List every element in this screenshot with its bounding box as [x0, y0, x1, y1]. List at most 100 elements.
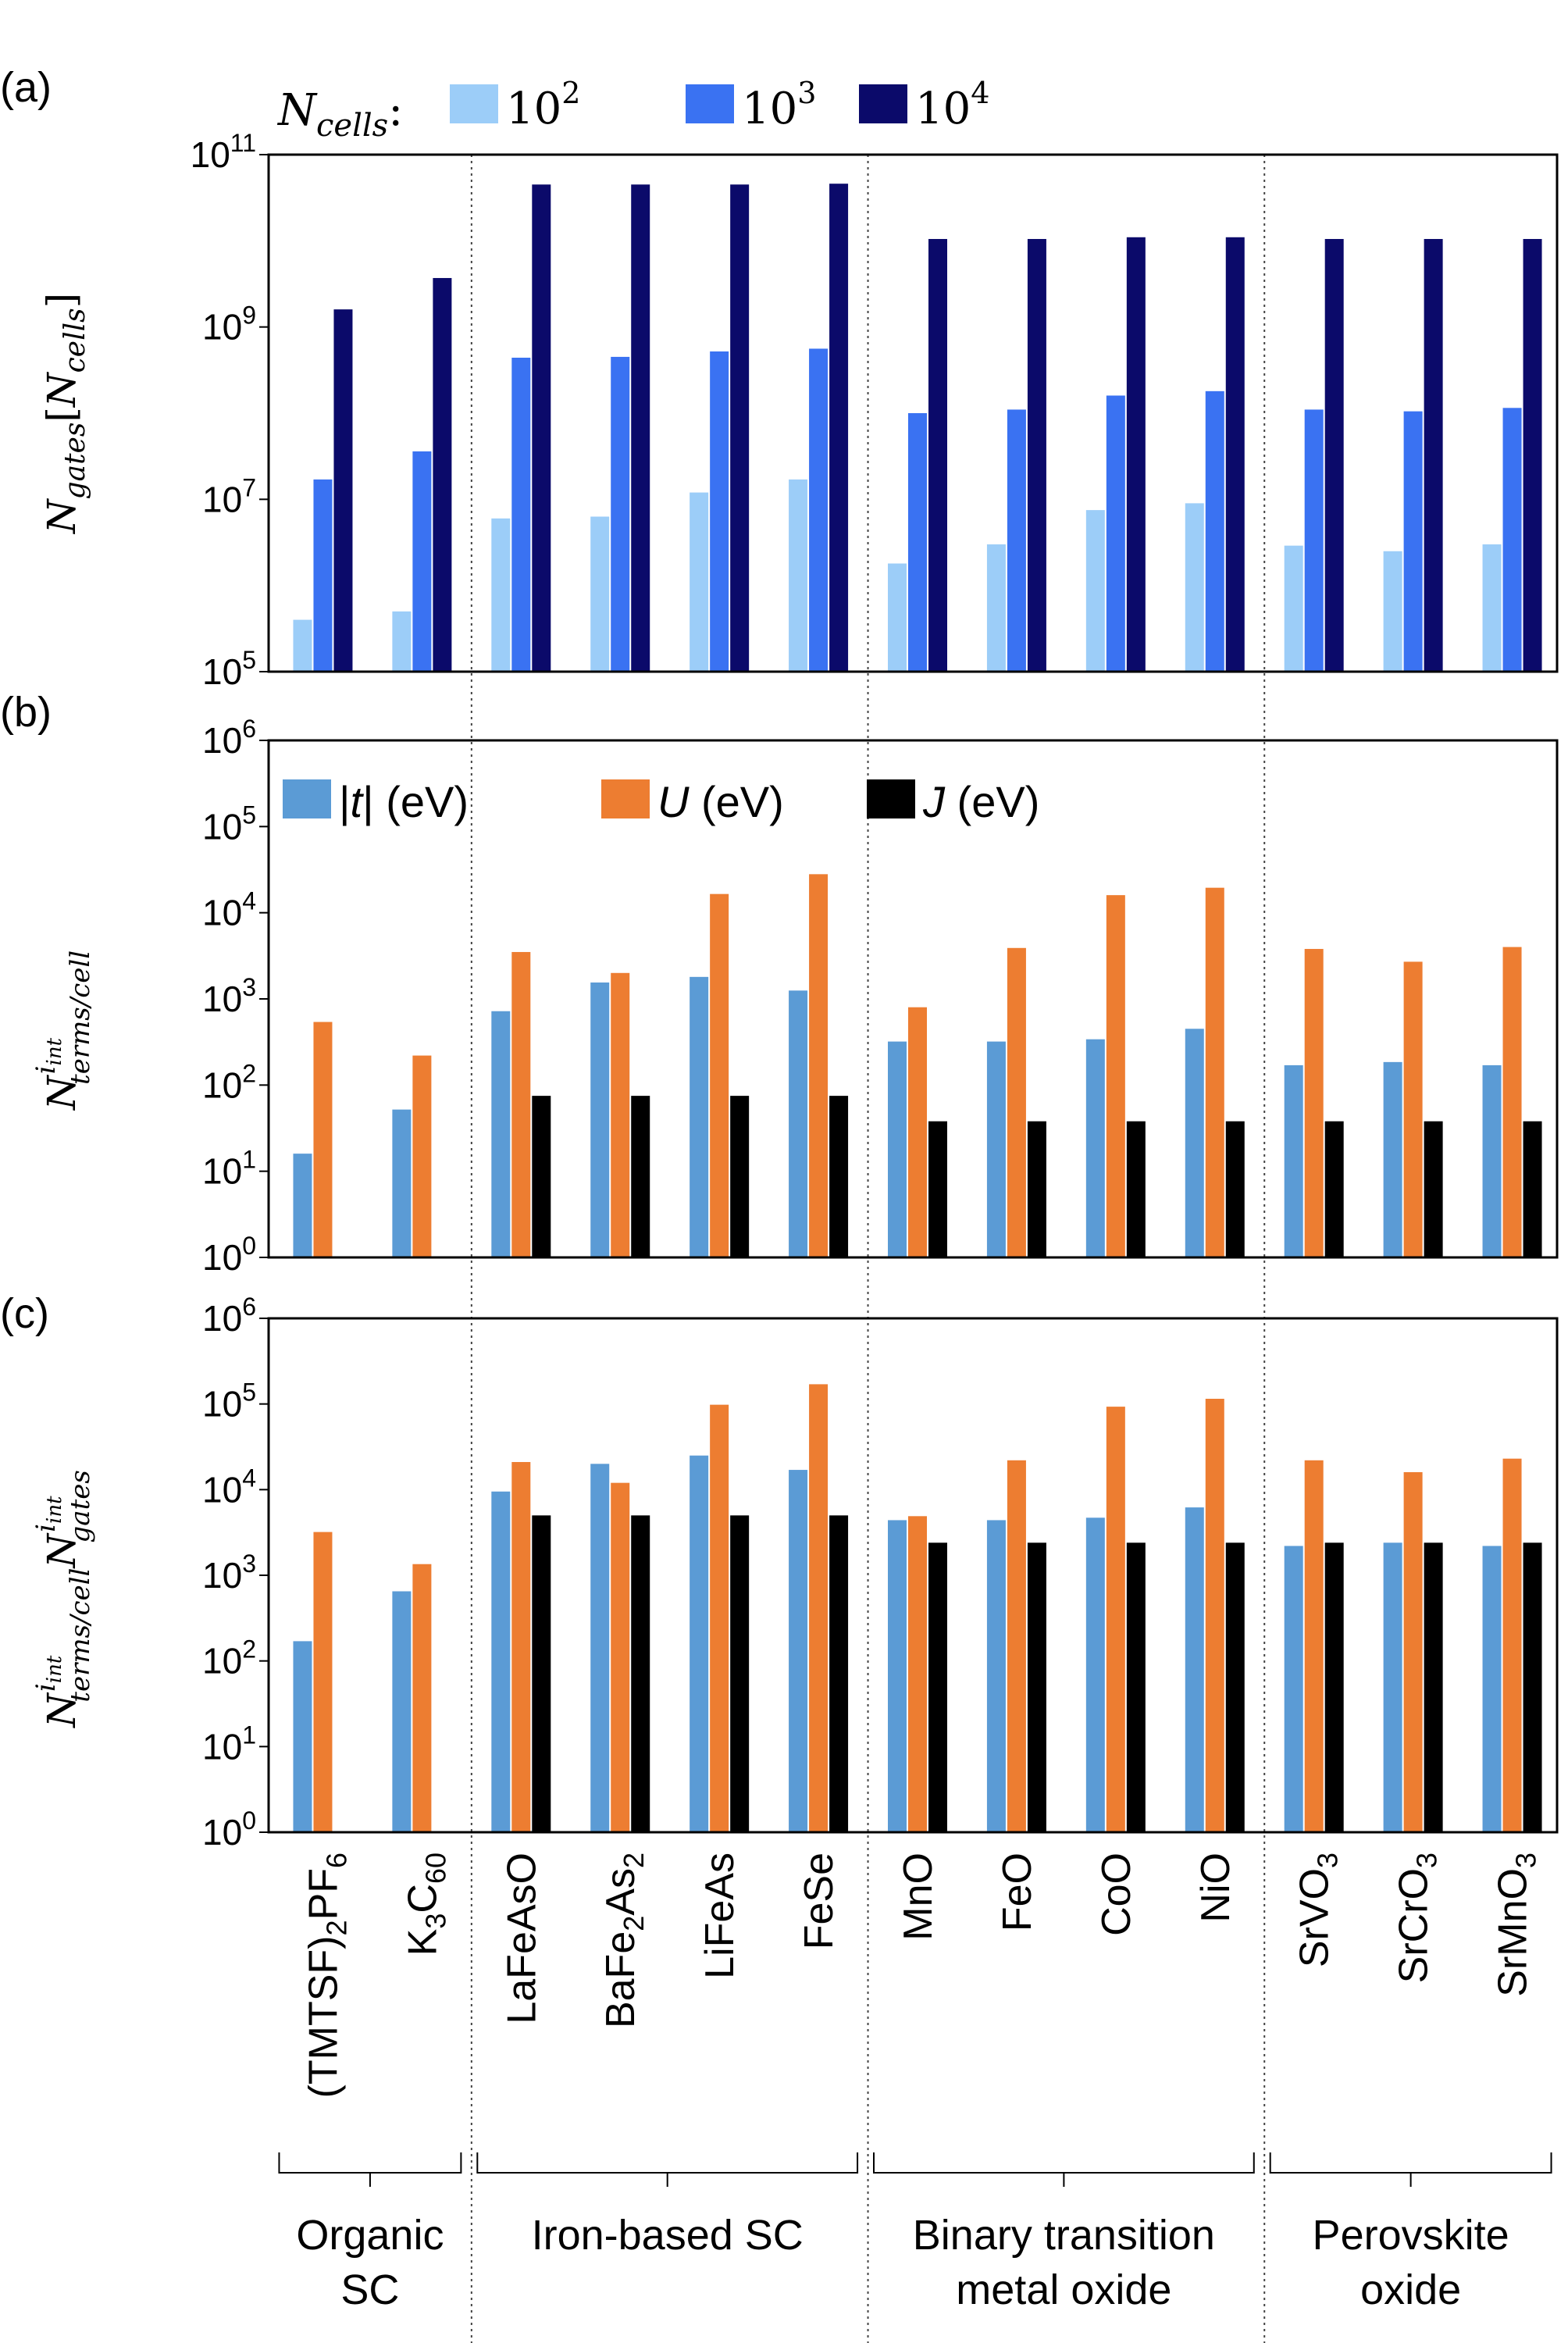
- bar-NiO-n10000: [1225, 237, 1245, 672]
- legend-swatch-U: [601, 779, 650, 818]
- bar-SrVO3-J: [1324, 1121, 1344, 1257]
- bar-SrMnO3-t: [1482, 1065, 1502, 1257]
- bar-CoO-J: [1126, 1542, 1146, 1832]
- panel-c: (c) 100 101 102 103 104 105 106 Niintterms/cellN…: [0, 1290, 1559, 1853]
- bar-CoO-J: [1126, 1121, 1146, 1257]
- category-label-LiFeAs: LiFeAs: [697, 1853, 743, 1979]
- bar-BaFe2As2-J: [631, 1096, 650, 1257]
- bar-LiFeAs-n1000: [710, 351, 729, 672]
- group-2: Binary transition metal oxide: [873, 2152, 1255, 2313]
- legend-label-U: U (eV): [657, 777, 784, 826]
- bar-(TMTSF)2PF6-U: [313, 1532, 333, 1832]
- y-tick-label: 100: [202, 1232, 256, 1278]
- bar-SrMnO3-n10000: [1523, 238, 1542, 672]
- y-axis-label: Niintterms/cellNiintgates: [30, 1470, 96, 1728]
- bar-FeSe-n1000: [809, 348, 829, 672]
- bar-(TMTSF)2PF6-n100: [293, 619, 312, 672]
- bar-FeO-U: [1007, 947, 1026, 1257]
- y-tick-label: 100: [202, 1806, 256, 1853]
- legend-b: |t| (eV) U (eV) J (eV): [283, 777, 1039, 826]
- legend-label-t: |t| (eV): [339, 777, 469, 826]
- y-tick-label: 104: [202, 1464, 256, 1510]
- bar-SrVO3-n10000: [1324, 238, 1344, 672]
- bar-LiFeAs-n10000: [730, 184, 750, 672]
- bar-NiO-U: [1205, 1399, 1224, 1832]
- group-0: Organic SC: [278, 2152, 462, 2313]
- bar-NiO-n100: [1185, 503, 1204, 672]
- bar-LaFeAsO-J: [532, 1515, 551, 1832]
- bar-FeSe-t: [789, 990, 808, 1257]
- y-tick-label: 102: [202, 1635, 256, 1681]
- bar-CoO-U: [1106, 895, 1125, 1257]
- bar-LiFeAs-U: [710, 1404, 729, 1832]
- y-axis-label: Ngates[Ncells]: [39, 293, 91, 534]
- bar-K3C60-n100: [392, 611, 412, 672]
- bar-BaFe2As2-J: [631, 1515, 650, 1832]
- bar-SrMnO3-J: [1523, 1121, 1542, 1257]
- bar-NiO-U: [1205, 887, 1224, 1257]
- group-3: Perovskite oxide: [1269, 2152, 1552, 2313]
- bar-BaFe2As2-U: [611, 972, 630, 1257]
- panel-b: (b) 100 101 102 103 104 105 106 Niintterms/cell: [0, 689, 1559, 1278]
- bar-FeO-J: [1027, 1121, 1046, 1257]
- bar-BaFe2As2-n10000: [631, 184, 650, 672]
- bar-SrCrO3-t: [1383, 1542, 1402, 1832]
- bar-SrMnO3-t: [1482, 1546, 1502, 1832]
- group-label: Organic: [296, 2212, 444, 2259]
- panel-label: (c): [0, 1290, 49, 1337]
- group-label: oxide: [1360, 2266, 1461, 2313]
- category-label-CoO: CoO: [1094, 1853, 1139, 1936]
- bar-FeSe-J: [829, 1515, 849, 1832]
- plot-frame: [267, 739, 1559, 1259]
- bar-LaFeAsO-U: [511, 951, 531, 1257]
- bar-SrCrO3-J: [1424, 1121, 1443, 1257]
- category-axis: (TMTSF)2PF6 K3C60 LaFeAsO BaFe2As2 LiFeAs FeS…: [301, 1853, 1541, 2098]
- bar-FeSe-n100: [789, 479, 808, 672]
- group-bracket: [476, 2152, 859, 2174]
- legend-label-n10000: 104: [915, 76, 989, 134]
- y-tick-label: 101: [202, 1146, 256, 1192]
- bar-FeO-n100: [986, 544, 1006, 672]
- bar-FeSe-n10000: [829, 184, 849, 672]
- group-bracket: [1269, 2152, 1552, 2174]
- bar-FeO-n10000: [1027, 238, 1046, 672]
- bar-K3C60-U: [412, 1055, 432, 1257]
- bar-FeO-n1000: [1007, 409, 1026, 672]
- category-label-FeSe: FeSe: [796, 1853, 842, 1949]
- bar-FeSe-J: [829, 1096, 849, 1257]
- bar-MnO-U: [908, 1007, 927, 1257]
- group-bracket: [278, 2152, 462, 2174]
- group-bracket: [873, 2152, 1255, 2174]
- bar-CoO-n1000: [1106, 395, 1125, 672]
- category-label-LaFeAsO: LaFeAsO: [499, 1853, 544, 2024]
- bar-K3C60-U: [412, 1564, 432, 1832]
- legend-label-J: J (eV): [922, 777, 1039, 826]
- bar-FeSe-t: [789, 1470, 808, 1832]
- category-label-SrCrO3: SrCrO3: [1392, 1853, 1443, 1983]
- y-tick-label: 105: [202, 646, 256, 692]
- bar-MnO-n1000: [908, 413, 927, 672]
- y-tick-label: 104: [202, 887, 256, 933]
- y-tick-label: 105: [202, 801, 256, 847]
- bar-MnO-n100: [888, 563, 907, 672]
- group-label: Iron-based SC: [532, 2212, 804, 2259]
- legend-swatch-n1000: [686, 84, 734, 123]
- group-label: Perovskite: [1313, 2212, 1509, 2259]
- legend-label-n100: 102: [506, 76, 580, 134]
- y-tick-label: 103: [202, 973, 256, 1019]
- bar-SrMnO3-n100: [1482, 544, 1502, 672]
- bar-(TMTSF)2PF6-t: [293, 1641, 312, 1832]
- bar-MnO-J: [928, 1121, 947, 1257]
- bar-SrVO3-U: [1304, 1460, 1324, 1832]
- category-label-BaFe2As2: BaFe2As2: [598, 1853, 650, 2028]
- bar-(TMTSF)2PF6-n10000: [333, 309, 353, 672]
- bar-SrVO3-n1000: [1304, 409, 1324, 672]
- bar-SrCrO3-U: [1403, 961, 1423, 1257]
- bar-(TMTSF)2PF6-U: [313, 1022, 333, 1257]
- plot-frame: [267, 1317, 1559, 1834]
- bar-LaFeAsO-n10000: [532, 184, 551, 672]
- bar-SrCrO3-n10000: [1424, 238, 1443, 672]
- bar-CoO-n100: [1085, 510, 1105, 672]
- bar-CoO-U: [1106, 1407, 1125, 1832]
